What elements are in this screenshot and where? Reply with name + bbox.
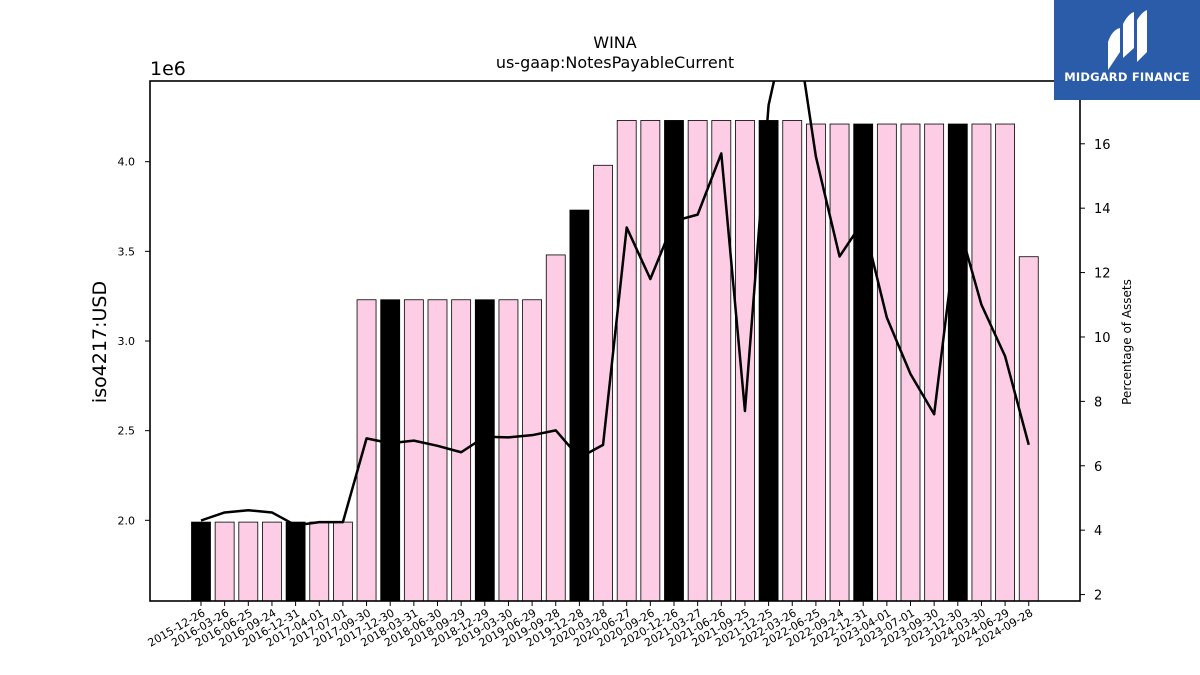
y-tick-label: 2.5 [118,425,136,438]
line-series [200,81,1030,527]
y-tick-label: 4.0 [118,156,136,169]
bar [900,123,921,601]
y2-tick-label: 6 [1094,460,1102,475]
bar [238,521,259,601]
bar [332,521,353,601]
y-multiplier-label: 1e6 [150,58,186,80]
bar [309,521,330,601]
bar [616,120,637,601]
bar [498,299,519,601]
bar [640,120,661,601]
y-tick-label: 3.0 [118,335,136,348]
bar [1018,256,1039,601]
bar [876,123,897,601]
y2-tick-label: 2 [1094,589,1102,604]
bar [853,123,874,601]
bar [569,209,590,601]
bar [427,299,448,601]
bar [711,120,732,601]
bar [285,521,306,601]
midgard-logo-icon [1108,10,1147,70]
plot-frame [149,80,1081,602]
bar [782,120,803,601]
bar [593,164,613,601]
bar [380,299,401,601]
bar [545,254,566,601]
bar [947,123,968,601]
bar [664,120,684,601]
bar [806,123,826,601]
bar [735,120,755,601]
brand-logo: MIDGARD FINANCE [1054,0,1200,100]
bar [356,299,377,601]
y2-tick-label: 8 [1094,395,1102,410]
y2-tick-label: 16 [1094,138,1111,153]
y2-tick-label: 14 [1094,202,1111,217]
bar [214,521,235,601]
bar [522,299,542,601]
chart-subtitle: us-gaap:NotesPayableCurrent [496,53,734,72]
y2-tick-label: 12 [1094,267,1111,282]
bar [829,123,850,601]
bar [191,521,211,601]
bar [474,299,495,601]
bar [687,120,708,601]
y-axis-label: iso4217:USD [89,281,111,403]
y2-tick-label: 10 [1094,331,1111,346]
y2-tick-label: 4 [1094,524,1102,539]
bar [262,521,282,601]
bar [995,123,1015,601]
y-tick-label: 2.0 [118,514,136,527]
y2-axis-label: Percentage of Assets [1120,279,1134,405]
chart-title: WINA [593,33,637,52]
bar [924,123,945,601]
bar [971,123,992,601]
brand-name: MIDGARD FINANCE [1064,70,1190,84]
bar [403,299,424,601]
y-tick-label: 3.5 [118,245,136,258]
